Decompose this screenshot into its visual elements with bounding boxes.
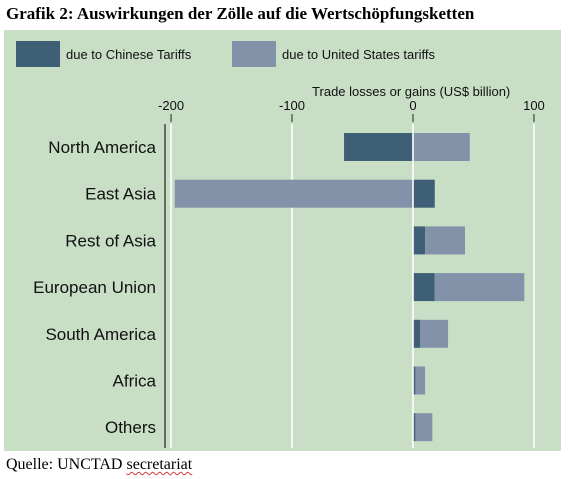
chart-panel [4, 30, 561, 451]
category-label-5: South America [45, 325, 156, 344]
x-tick-label-0: 0 [409, 98, 416, 113]
legend-swatch-2 [232, 41, 276, 67]
bar-chinese-6 [412, 366, 416, 395]
bar-us-1 [412, 133, 470, 161]
bar-chinese-2 [412, 179, 435, 208]
bar-us-5 [420, 319, 449, 348]
bar-chinese-7 [412, 413, 416, 442]
bar-chinese-3 [412, 226, 426, 255]
bar-us-4 [434, 273, 525, 302]
bar-us-3 [425, 226, 465, 255]
legend-label-1: due to Chinese Tariffs [66, 47, 192, 62]
category-label-1: North America [48, 138, 156, 157]
bar-us-2 [174, 179, 413, 208]
bar-us-7 [415, 413, 433, 442]
bar-chinese-1 [344, 133, 413, 161]
bar-chinese-5 [412, 319, 421, 348]
source-underlined: secretariat [126, 456, 193, 473]
category-label-4: European Union [33, 278, 156, 297]
x-tick-label--200: -200 [158, 98, 184, 113]
chart-title: Grafik 2: Auswirkungen der Zölle auf die… [6, 4, 475, 23]
category-label-6: Africa [113, 372, 157, 391]
source-note: Quelle: UNCTAD secretariat [6, 456, 192, 474]
legend-swatch-1 [16, 41, 60, 67]
category-label-2: East Asia [85, 185, 156, 204]
source-prefix: Quelle: UNCTAD [6, 456, 127, 473]
bar-chinese-4 [412, 273, 435, 302]
legend-label-2: due to United States tariffs [282, 47, 435, 62]
x-tick-label-100: 100 [523, 98, 545, 113]
category-label-3: Rest of Asia [65, 231, 156, 250]
category-label-7: Others [105, 418, 156, 437]
x-axis-label: Trade losses or gains (US$ billion) [312, 84, 510, 99]
x-tick-label--100: -100 [279, 98, 305, 113]
bar-us-6 [415, 366, 426, 395]
